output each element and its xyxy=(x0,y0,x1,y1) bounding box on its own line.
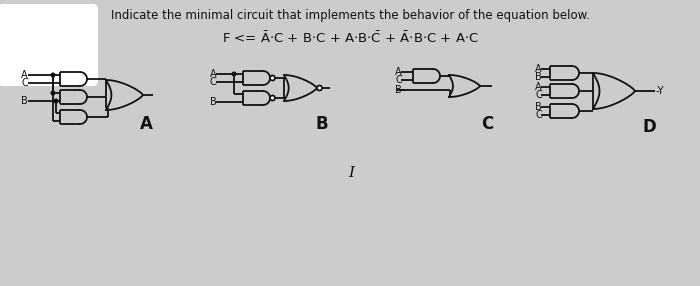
Text: C: C xyxy=(210,77,217,87)
Circle shape xyxy=(54,99,58,103)
Text: C: C xyxy=(481,115,493,133)
Text: B: B xyxy=(210,97,217,107)
Text: A: A xyxy=(535,64,542,74)
Circle shape xyxy=(270,96,275,100)
Text: B: B xyxy=(535,102,542,112)
Text: D: D xyxy=(642,118,656,136)
Text: C: C xyxy=(395,75,402,85)
Text: A: A xyxy=(139,115,153,133)
Text: -Y: -Y xyxy=(656,86,665,96)
Text: B: B xyxy=(21,96,28,106)
FancyBboxPatch shape xyxy=(0,4,98,86)
Text: A: A xyxy=(535,82,542,92)
Circle shape xyxy=(51,73,55,77)
Circle shape xyxy=(232,72,236,76)
Text: B: B xyxy=(395,85,402,95)
Circle shape xyxy=(270,76,275,80)
Text: I: I xyxy=(348,166,354,180)
Text: B: B xyxy=(535,72,542,82)
Text: Indicate the minimal circuit that implements the behavior of the equation below.: Indicate the minimal circuit that implem… xyxy=(111,9,589,22)
Text: F <= $\bar{\rm A}$$\cdot$C + B$\cdot$C + A$\cdot$B$\cdot$$\bar{\rm C}$ + $\bar{\: F <= $\bar{\rm A}$$\cdot$C + B$\cdot$C +… xyxy=(221,30,479,45)
Text: C: C xyxy=(535,110,542,120)
Text: A: A xyxy=(210,69,216,79)
Circle shape xyxy=(51,91,55,95)
Text: C: C xyxy=(21,78,28,88)
Text: C: C xyxy=(535,90,542,100)
Circle shape xyxy=(317,86,322,90)
Text: A: A xyxy=(21,70,27,80)
Text: B: B xyxy=(316,115,328,133)
Text: A: A xyxy=(395,67,402,77)
